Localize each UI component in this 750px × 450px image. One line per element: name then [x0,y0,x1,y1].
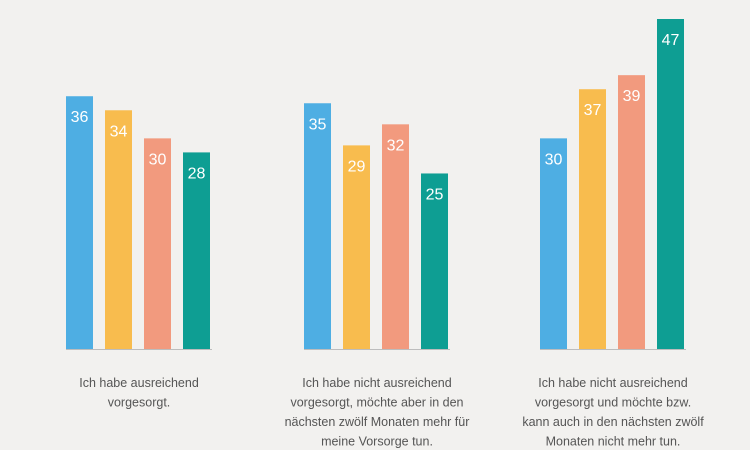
category-label-3-line-1: Ich habe nicht ausreichend [538,376,687,390]
category-label-3-line-3: kann auch in den nächsten zwölf [522,415,704,429]
bar-group1-series2 [105,110,132,349]
bar-group1-series1 [66,96,93,349]
bar-group1-series3 [144,138,171,349]
category-label-3-line-2: vorgesorgt und möchte bzw. [535,396,691,410]
data-label-group1-series3: 30 [149,151,167,168]
data-label-group2-series1: 35 [309,116,327,133]
data-label-group2-series2: 29 [348,158,366,175]
data-label-group1-series1: 36 [71,109,89,126]
bar-group2-series4 [421,173,448,349]
bar-group3-series4 [657,19,684,349]
bar-group3-series1 [540,138,567,349]
category-label-3: Ich habe nicht ausreichend vorgesorgt und… [522,376,704,449]
bar-group2-series2 [343,145,370,349]
data-label-group3-series4: 47 [662,32,680,49]
category-label-2-line-2: vorgesorgt, möchte aber in den [290,396,463,410]
data-label-group3-series2: 37 [584,102,602,119]
bar-group3-series3 [618,75,645,349]
category-label-2-line-1: Ich habe nicht ausreichend [302,376,451,390]
bar-group3-series2 [579,89,606,349]
bar-group2-series3 [382,124,409,349]
bars-layer: 36 34 30 28 35 29 32 25 30 37 39 47 [66,19,684,350]
category-label-1-line-2: vorgesorgt. [108,396,171,410]
data-label-group2-series4: 25 [426,186,444,203]
category-label-2-line-3: nächsten zwölf Monaten mehr für [285,415,470,429]
category-label-2: Ich habe nicht ausreichend vorgesorgt, mö… [285,376,470,449]
data-label-group3-series1: 30 [545,151,563,168]
category-label-1: Ich habe ausreichend vorgesorgt. [79,376,199,410]
category-label-3-line-4: Monaten nicht mehr tun. [546,435,681,449]
category-label-2-line-4: meine Vorsorge tun. [321,435,433,449]
bar-group2-series1 [304,103,331,350]
data-label-group2-series3: 32 [387,137,405,154]
data-label-group3-series3: 39 [623,88,641,105]
data-label-group1-series2: 34 [110,123,128,140]
category-labels-layer: Ich habe ausreichend vorgesorgt.Ich habe … [79,376,704,449]
category-label-1-line-1: Ich habe ausreichend [79,376,199,390]
data-label-group1-series4: 28 [188,165,206,182]
bar-group1-series4 [183,152,210,349]
